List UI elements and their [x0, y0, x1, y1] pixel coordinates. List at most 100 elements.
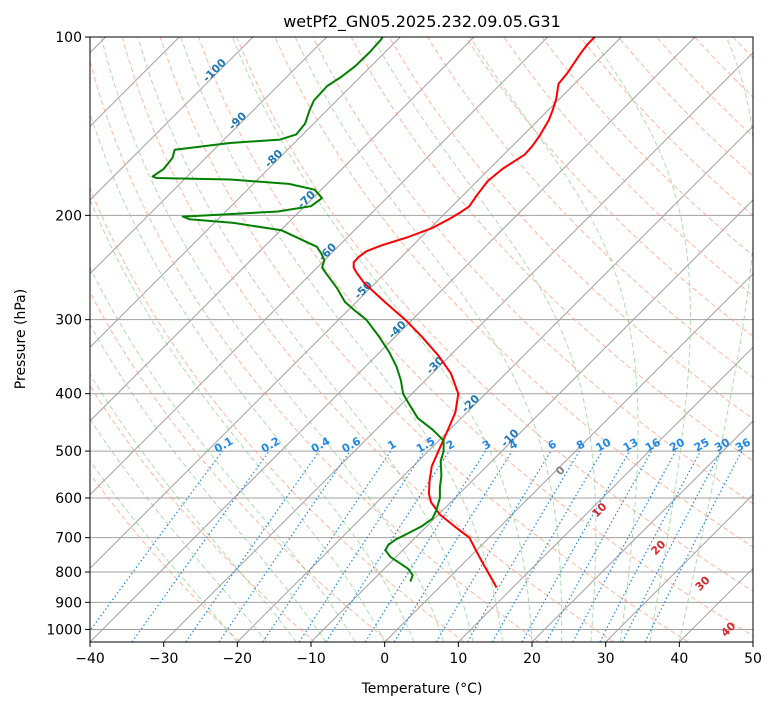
dry-adiabat: [159, 37, 689, 642]
y-tick-label: 100: [55, 30, 82, 46]
mixing-ratio-line: [621, 450, 722, 642]
dewpoint-profile: [151, 37, 445, 582]
x-axis-label: Temperature (°C): [361, 681, 483, 697]
dry-adiabat: [656, 37, 753, 138]
mixing-ratio-line: [185, 450, 320, 642]
mixing-ratio-line: [262, 450, 392, 642]
temperature-profile: [352, 37, 596, 589]
dry-adiabat: [388, 37, 753, 420]
x-tick-label: 40: [670, 651, 688, 667]
grid-lines: [90, 37, 753, 642]
mixing-ratio-line: [521, 450, 631, 642]
sounding-profiles: [151, 37, 596, 589]
isotherm-line: [384, 272, 753, 642]
dry-adiabat: [90, 384, 316, 642]
dry-adiabat: [274, 37, 753, 548]
isotherm-line: [90, 37, 401, 349]
y-tick-label: 600: [55, 491, 82, 507]
y-tick-label: 400: [55, 387, 82, 403]
chart-title: wetPf2_GN05.2025.232.09.05.G31: [283, 12, 561, 32]
mixing-ratio-label: 0.4: [309, 434, 333, 455]
mixing-ratio-label: 1.5: [414, 435, 437, 456]
dry-adiabat: [732, 37, 753, 59]
isotherm-line: [310, 199, 753, 642]
mixing-ratio-label: 0.6: [340, 434, 364, 455]
y-tick-label: 200: [55, 208, 82, 224]
x-tick-label: 50: [744, 651, 762, 667]
y-tick-label: 1000: [46, 622, 82, 638]
x-tick-label: 0: [380, 651, 389, 667]
mixing-ratio-label: 1: [385, 438, 398, 453]
x-tick-label: −10: [296, 651, 326, 667]
moist-adiabat: [90, 198, 386, 642]
moist-adiabat: [469, 37, 639, 642]
dry-adiabat: [503, 37, 753, 297]
mixing-ratio-line: [131, 450, 270, 642]
isotherm-line: [163, 51, 753, 642]
y-tick-label: 300: [55, 313, 82, 329]
moist-adiabat: [180, 37, 503, 642]
mixing-ratio-line: [364, 450, 486, 642]
isotherm-line: [90, 37, 475, 422]
y-tick-label: 700: [55, 531, 82, 547]
mixing-ratio-label: 10: [594, 435, 614, 454]
mixing-ratio-label: 0.1: [212, 435, 235, 456]
moist-adiabats: [90, 37, 753, 642]
moist-adiabat: [100, 37, 445, 642]
theta-e-label: 10: [589, 500, 609, 520]
mixing-ratio-line: [644, 450, 743, 642]
isotherm-line: [236, 125, 753, 642]
x-tick-label: 20: [523, 651, 541, 667]
dry-adiabat: [694, 37, 753, 98]
mixing-ratio-label: 25: [692, 436, 712, 455]
x-tick-label: −20: [223, 651, 253, 667]
theta-e-label: 40: [718, 619, 738, 639]
moist-adiabat: [90, 418, 268, 642]
isotherm-line: [605, 493, 753, 642]
moist-adiabat: [294, 37, 563, 642]
dry-adiabat: [426, 37, 753, 378]
mixing-ratio-line: [545, 450, 653, 642]
isotherm-label: -30: [424, 354, 447, 377]
dry-adiabat: [198, 37, 753, 637]
dry-adiabat: [121, 37, 614, 642]
moist-adiabat: [90, 266, 356, 642]
moist-adiabat: [678, 37, 753, 642]
mixing-ratio-line: [325, 450, 450, 642]
isotherm-line: [457, 346, 753, 642]
mixing-ratio-label: 20: [667, 435, 687, 454]
dry-adiabats: [90, 37, 775, 642]
isotherm-label: -100: [200, 56, 229, 85]
moist-adiabat: [590, 37, 691, 642]
dry-adiabat: [771, 37, 775, 642]
isotherm-line: [678, 567, 753, 642]
mixing-ratio-line: [572, 450, 677, 642]
theta-e-label: 20: [648, 538, 668, 558]
moist-adiabat: [90, 111, 415, 642]
mixing-ratio-line: [298, 450, 425, 642]
isotherm-line: [90, 37, 328, 275]
moist-adiabat: [137, 37, 474, 642]
plot-frame: [89, 36, 754, 643]
isotherm-line: [90, 37, 549, 496]
axes: −40 −30 −20 −10 0 10 20 30 40 50 100 200 300 400 500 60…: [46, 30, 762, 667]
x-tick-label: −40: [75, 651, 105, 667]
moist-adiabat: [90, 373, 297, 642]
y-tick-label: 900: [55, 595, 82, 611]
y-tick-label: 500: [55, 444, 82, 460]
mixing-ratio-line: [218, 450, 351, 642]
moist-adiabat: [231, 37, 533, 642]
isotherm-line: [531, 420, 753, 642]
isotherm-label: -20: [459, 392, 482, 415]
dry-adiabat: [90, 186, 465, 642]
mixing-ratio-label: 2: [444, 438, 457, 453]
mixing-ratio-label: 30: [712, 435, 732, 454]
y-axis-label: Pressure (hPa): [13, 289, 29, 389]
moist-adiabat: [372, 37, 597, 642]
moist-adiabat: [90, 323, 327, 642]
dry-adiabat: [236, 37, 753, 592]
dry-adiabat: [90, 59, 540, 642]
dry-adiabat: [90, 472, 241, 642]
theta-e-label: 30: [693, 573, 713, 593]
